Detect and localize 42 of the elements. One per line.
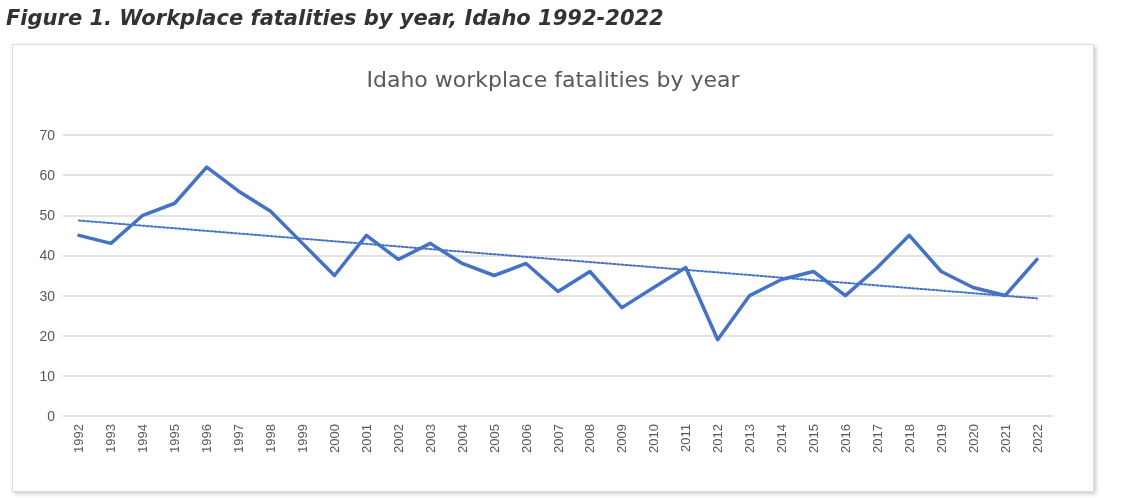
y-tick-label: 0	[47, 408, 56, 424]
x-tick-label: 1999	[295, 424, 311, 453]
x-tick-label: 2014	[774, 424, 790, 453]
x-tick-label: 2018	[901, 424, 917, 453]
y-tick-label: 70	[39, 127, 56, 143]
line-series	[77, 165, 1039, 342]
x-tick-label: 1994	[135, 424, 151, 453]
y-tick-label: 30	[39, 287, 56, 304]
x-tick-label: 2012	[710, 424, 726, 453]
x-tick-label: 2010	[646, 424, 662, 453]
x-tick-label: 2006	[518, 424, 534, 453]
x-tick-label: 2005	[486, 424, 502, 453]
x-tick-label: 2001	[358, 424, 374, 453]
x-tick-label: 2022	[1029, 424, 1045, 453]
x-tick-label: 2011	[678, 424, 694, 452]
x-tick-label: 2007	[550, 424, 566, 453]
x-tick-label: 2002	[390, 424, 406, 453]
x-tick-label: 2015	[805, 424, 821, 453]
x-tick-label: 2019	[933, 424, 949, 453]
x-tick-label: 1997	[231, 424, 247, 453]
x-tick-label: 2021	[997, 424, 1013, 453]
x-tick-label: 2013	[742, 424, 758, 453]
chart-title: Idaho workplace fatalities by year	[366, 66, 741, 92]
x-tick-label: 2009	[614, 424, 630, 453]
x-tick-label: 2000	[326, 424, 342, 453]
x-tick-label: 2003	[422, 424, 438, 453]
y-tick-label: 40	[39, 247, 56, 264]
x-tick-label: 1996	[199, 424, 215, 453]
x-tick-label: 1998	[263, 424, 279, 453]
y-tick-label: 50	[39, 207, 56, 224]
x-tick-label: 1995	[167, 424, 183, 453]
x-tick-label: 2008	[582, 424, 598, 453]
x-tick-label: 2016	[837, 424, 853, 453]
x-tick-label: 2004	[454, 424, 470, 453]
y-tick-label: 60	[39, 167, 56, 184]
x-tick-label: 1993	[103, 424, 119, 453]
y-tick-label: 10	[39, 367, 56, 384]
x-tick-label: 2017	[869, 424, 885, 453]
x-tick-label: 1992	[71, 424, 87, 453]
x-tick-label: 2020	[965, 424, 981, 453]
chart-subtitle: Figure 1. Workplace fatalities by year, Idaho 1992-2022	[6, 6, 664, 30]
y-tick-label: 20	[39, 327, 56, 344]
